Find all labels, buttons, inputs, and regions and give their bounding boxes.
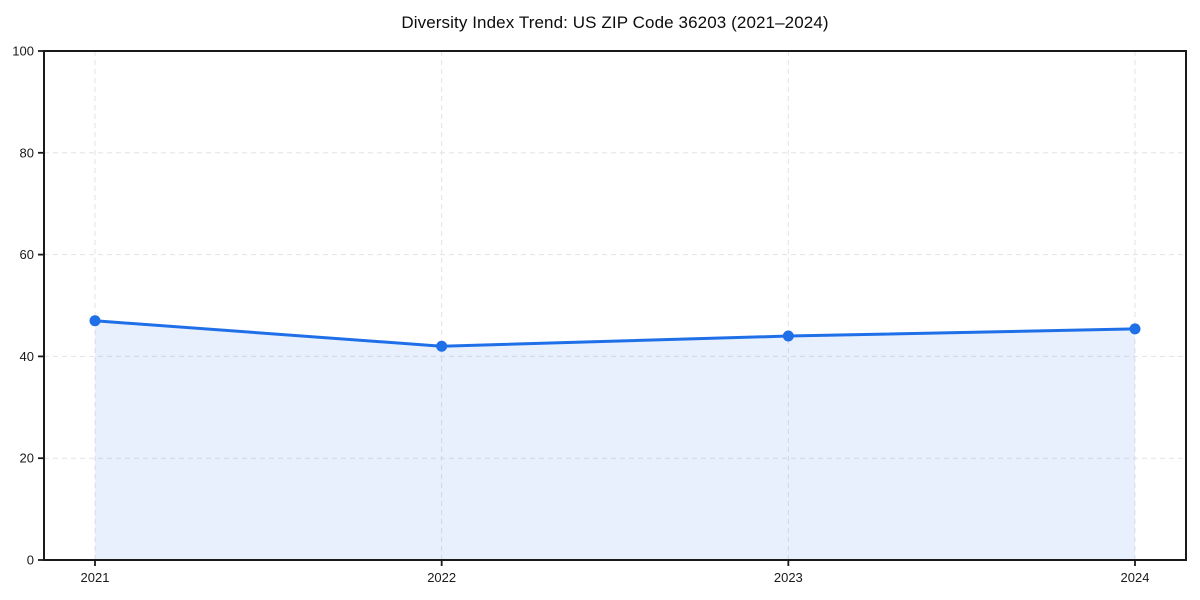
data-point-2024 (1129, 323, 1141, 335)
y-tick-label: 20 (20, 451, 34, 466)
x-tick-label: 2021 (81, 570, 110, 585)
y-tick-label: 80 (20, 145, 34, 160)
x-tick-label: 2023 (774, 570, 803, 585)
plot-border (43, 50, 1187, 561)
x-tick-label: 2024 (1121, 570, 1150, 585)
y-tick-label: 60 (20, 247, 34, 262)
area-fill (95, 320, 1135, 560)
y-tick-label: 100 (12, 44, 34, 59)
y-tick-label: 40 (20, 349, 34, 364)
chart-title: Diversity Index Trend: US ZIP Code 36203… (401, 13, 829, 32)
trend-line (93, 319, 1137, 348)
x-tick-label: 2022 (427, 570, 456, 585)
y-tick-label: 0 (27, 553, 34, 568)
data-point-2022 (436, 340, 448, 352)
data-point-2023 (782, 330, 794, 342)
data-point-2021 (89, 315, 101, 327)
